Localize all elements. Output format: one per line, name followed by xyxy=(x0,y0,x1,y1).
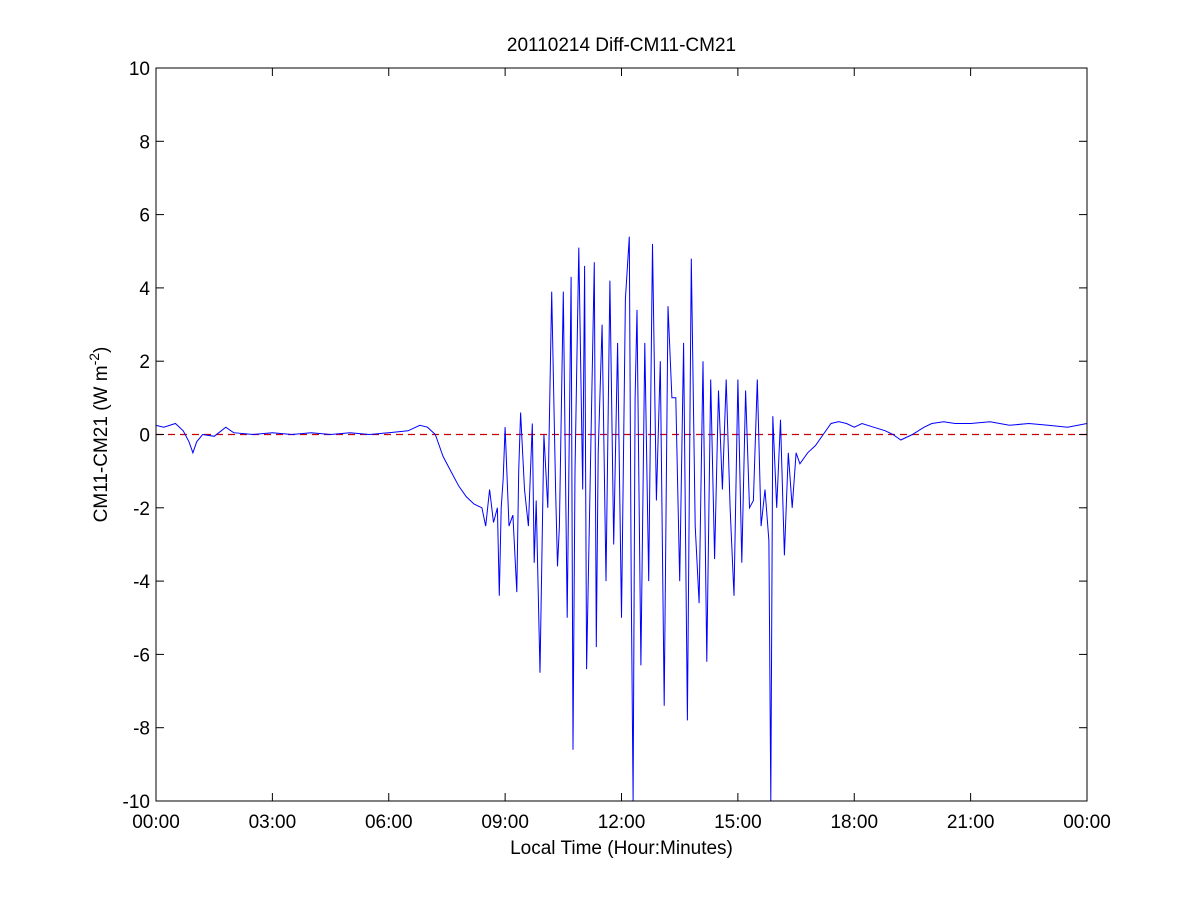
x-tick-label: 18:00 xyxy=(830,812,878,833)
y-tick-label: -10 xyxy=(123,792,150,813)
x-tick-label: 12:00 xyxy=(598,812,646,833)
y-tick-label: 10 xyxy=(129,59,150,80)
x-tick-label: 15:00 xyxy=(714,812,762,833)
x-tick-label: 09:00 xyxy=(481,812,529,833)
x-tick-label: 06:00 xyxy=(365,812,413,833)
y-axis-label: CM11-CM21 (W m-2) xyxy=(86,347,112,523)
y-tick-label: 8 xyxy=(139,132,150,153)
y-tick-label: -6 xyxy=(133,645,150,666)
y-tick-label: -2 xyxy=(133,499,150,520)
y-tick-label: -4 xyxy=(133,572,150,593)
x-tick-label: 03:00 xyxy=(249,812,297,833)
y-tick-label: -8 xyxy=(133,719,150,740)
y-tick-label: 6 xyxy=(139,206,150,227)
x-tick-label: 00:00 xyxy=(132,812,180,833)
x-axis-label: Local Time (Hour:Minutes) xyxy=(510,838,733,859)
y-tick-label: 4 xyxy=(139,279,150,300)
series-line-0 xyxy=(156,236,1087,801)
x-tick-label: 21:00 xyxy=(947,812,995,833)
y-tick-label: 0 xyxy=(139,426,150,447)
y-tick-label: 2 xyxy=(139,352,150,373)
x-tick-label: 00:00 xyxy=(1063,812,1111,833)
chart-title: 20110214 Diff-CM11-CM21 xyxy=(507,35,736,56)
